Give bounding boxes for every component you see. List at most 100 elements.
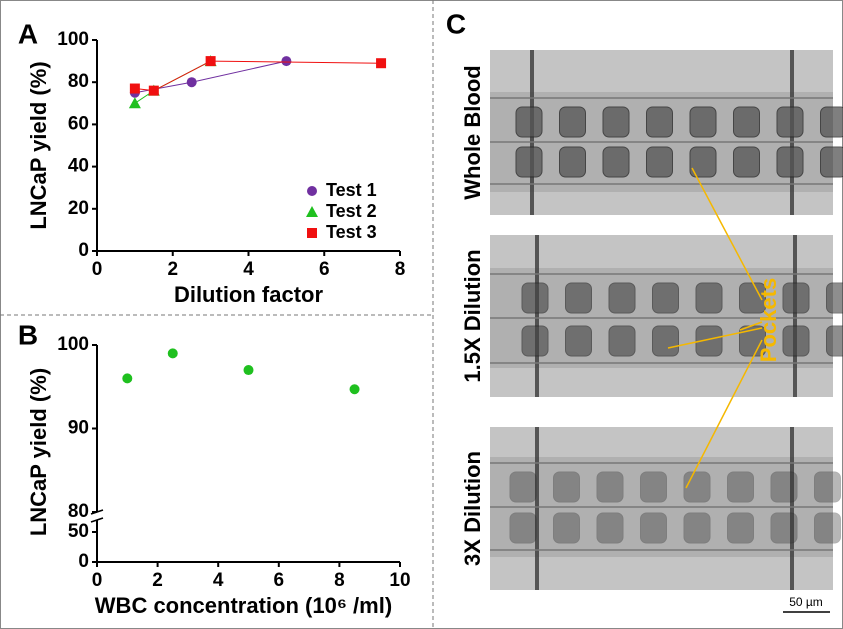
pocket — [559, 106, 586, 138]
pocket — [515, 146, 543, 178]
y-tick-label: 0 — [78, 240, 89, 261]
pocket — [695, 282, 723, 314]
y-tick-label: 90 — [68, 418, 89, 439]
series-line — [134, 60, 382, 92]
wall — [535, 427, 539, 590]
pocket — [814, 512, 841, 544]
pocket — [683, 512, 711, 544]
x-tick-label: 6 — [274, 570, 285, 591]
marker — [129, 83, 140, 94]
pocket — [770, 471, 798, 503]
pocket — [596, 512, 624, 544]
x-tick-label: 0 — [92, 259, 103, 280]
pocket — [602, 146, 630, 178]
pocket — [820, 106, 843, 138]
point — [349, 384, 360, 395]
y-tick-label: 40 — [68, 156, 89, 177]
pocket — [826, 282, 843, 314]
pocket — [776, 106, 804, 138]
pocket — [608, 282, 636, 314]
pocket — [640, 471, 667, 503]
x-tick-label: 8 — [395, 259, 406, 280]
y-tick-label: 80 — [68, 71, 89, 92]
pocket — [509, 471, 537, 503]
x-tick-label: 0 — [92, 570, 103, 591]
marker — [186, 77, 197, 88]
pocket — [820, 146, 843, 178]
x-tick-label: 10 — [389, 570, 410, 591]
x-tick-label: 8 — [334, 570, 345, 591]
marker — [128, 97, 141, 109]
image-label: 3X Dilution — [460, 451, 485, 566]
micrographs — [490, 50, 843, 590]
pocket — [782, 282, 810, 314]
marker — [205, 56, 216, 67]
x-tick-label: 4 — [243, 259, 254, 280]
pocket — [640, 512, 667, 544]
pocket — [553, 471, 580, 503]
pocket — [515, 106, 543, 138]
pocket — [646, 106, 673, 138]
pocket — [733, 106, 760, 138]
pocket — [521, 325, 549, 357]
y-tick-label: 80 — [68, 501, 89, 522]
annotation: Pockets — [756, 278, 781, 362]
pocket — [652, 325, 679, 357]
point — [243, 365, 254, 376]
pocket — [602, 106, 630, 138]
panel-label: A — [18, 18, 38, 49]
marker — [306, 206, 318, 217]
marker — [307, 228, 317, 238]
marker — [307, 186, 317, 196]
pocket — [565, 325, 592, 357]
marker — [148, 85, 159, 96]
pocket — [646, 146, 673, 178]
legend-label: Test 1 — [326, 180, 377, 200]
wall — [793, 235, 797, 397]
x-axis-label: Dilution factor — [174, 282, 324, 307]
pocket — [565, 282, 592, 314]
scale-label: 50 µm — [789, 595, 823, 609]
pocket — [559, 146, 586, 178]
x-tick-label: 6 — [319, 259, 330, 280]
y-tick-label: 100 — [57, 334, 89, 355]
pocket — [814, 471, 841, 503]
pointer — [685, 339, 763, 489]
pocket — [776, 146, 804, 178]
y-tick-label: 60 — [68, 113, 89, 134]
x-tick-label: 4 — [213, 570, 224, 591]
y-tick-label: 20 — [68, 198, 89, 219]
pocket — [652, 282, 679, 314]
pointer — [691, 167, 763, 301]
legend-label: Test 3 — [326, 222, 377, 242]
pocket — [689, 106, 717, 138]
y-axis-label: LNCaP yield (%) — [26, 368, 51, 536]
pointer — [739, 321, 763, 331]
pocket — [521, 282, 549, 314]
y-axis-label: LNCaP yield (%) — [26, 61, 51, 229]
wall — [535, 235, 539, 397]
axis-break — [90, 517, 104, 523]
pocket — [770, 512, 798, 544]
pocket — [596, 471, 624, 503]
pocket — [509, 512, 537, 544]
x-tick-label: 2 — [152, 570, 163, 591]
pocket — [782, 325, 810, 357]
point — [122, 373, 133, 384]
y-tick-label: 50 — [68, 521, 89, 542]
marker — [376, 58, 387, 69]
pocket — [608, 325, 636, 357]
image-label: Whole Blood — [460, 65, 485, 199]
y-tick-label: 100 — [57, 29, 89, 50]
point — [167, 348, 178, 359]
wall — [790, 427, 794, 590]
panel-label: C — [446, 8, 466, 39]
x-axis-label: WBC concentration (10⁶ /ml) — [95, 593, 392, 618]
pocket — [727, 471, 754, 503]
pocket — [733, 146, 760, 178]
pointer — [667, 327, 763, 349]
pocket — [553, 512, 580, 544]
pocket — [727, 512, 754, 544]
pocket — [695, 325, 723, 357]
x-tick-label: 2 — [167, 259, 178, 280]
